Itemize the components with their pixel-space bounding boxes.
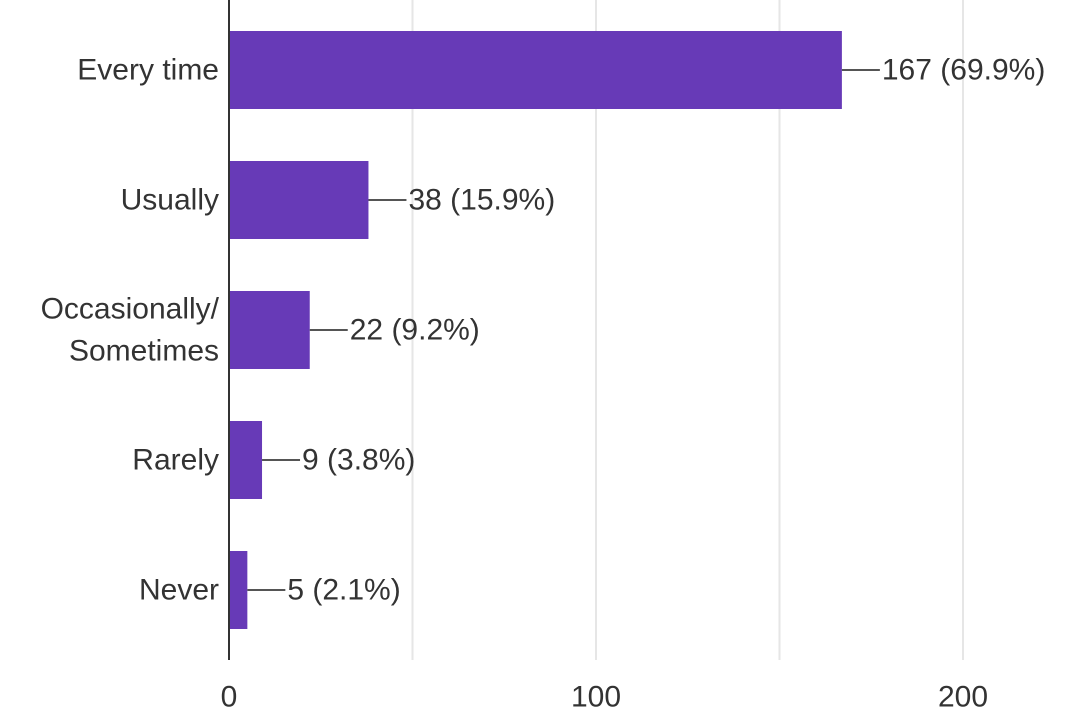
data-label: 9 (3.8%) [302, 444, 415, 477]
bar [229, 291, 310, 369]
bar [229, 421, 263, 499]
x-tick-label: 0 [221, 681, 238, 714]
category-label: Usually [121, 184, 219, 217]
x-tick-labels: 0 100 200 [221, 681, 988, 714]
data-label: 38 (15.9%) [408, 184, 555, 217]
category-label: Never [139, 574, 219, 607]
category-label: Every time [77, 54, 219, 87]
category-label: Occasionally/ [41, 293, 220, 326]
data-label: 5 (2.1%) [287, 574, 400, 607]
category-label: Sometimes [69, 335, 219, 368]
bar [229, 161, 369, 239]
data-label: 167 (69.9%) [882, 54, 1045, 87]
category-label: Rarely [132, 444, 219, 477]
data-labels: 167 (69.9%) 38 (15.9%) 22 (9.2%) 9 (3.8%) 5 … [287, 54, 1045, 607]
data-label: 22 (9.2%) [350, 314, 480, 347]
bar [229, 551, 248, 629]
gridlines [411, 0, 964, 660]
bar [229, 31, 842, 109]
x-tick-label: 200 [938, 681, 988, 714]
category-labels: Every time Usually Occasionally/Sometimes R… [41, 54, 220, 607]
leader-lines [247, 69, 880, 591]
bars [229, 31, 842, 629]
x-tick-label: 100 [571, 681, 621, 714]
